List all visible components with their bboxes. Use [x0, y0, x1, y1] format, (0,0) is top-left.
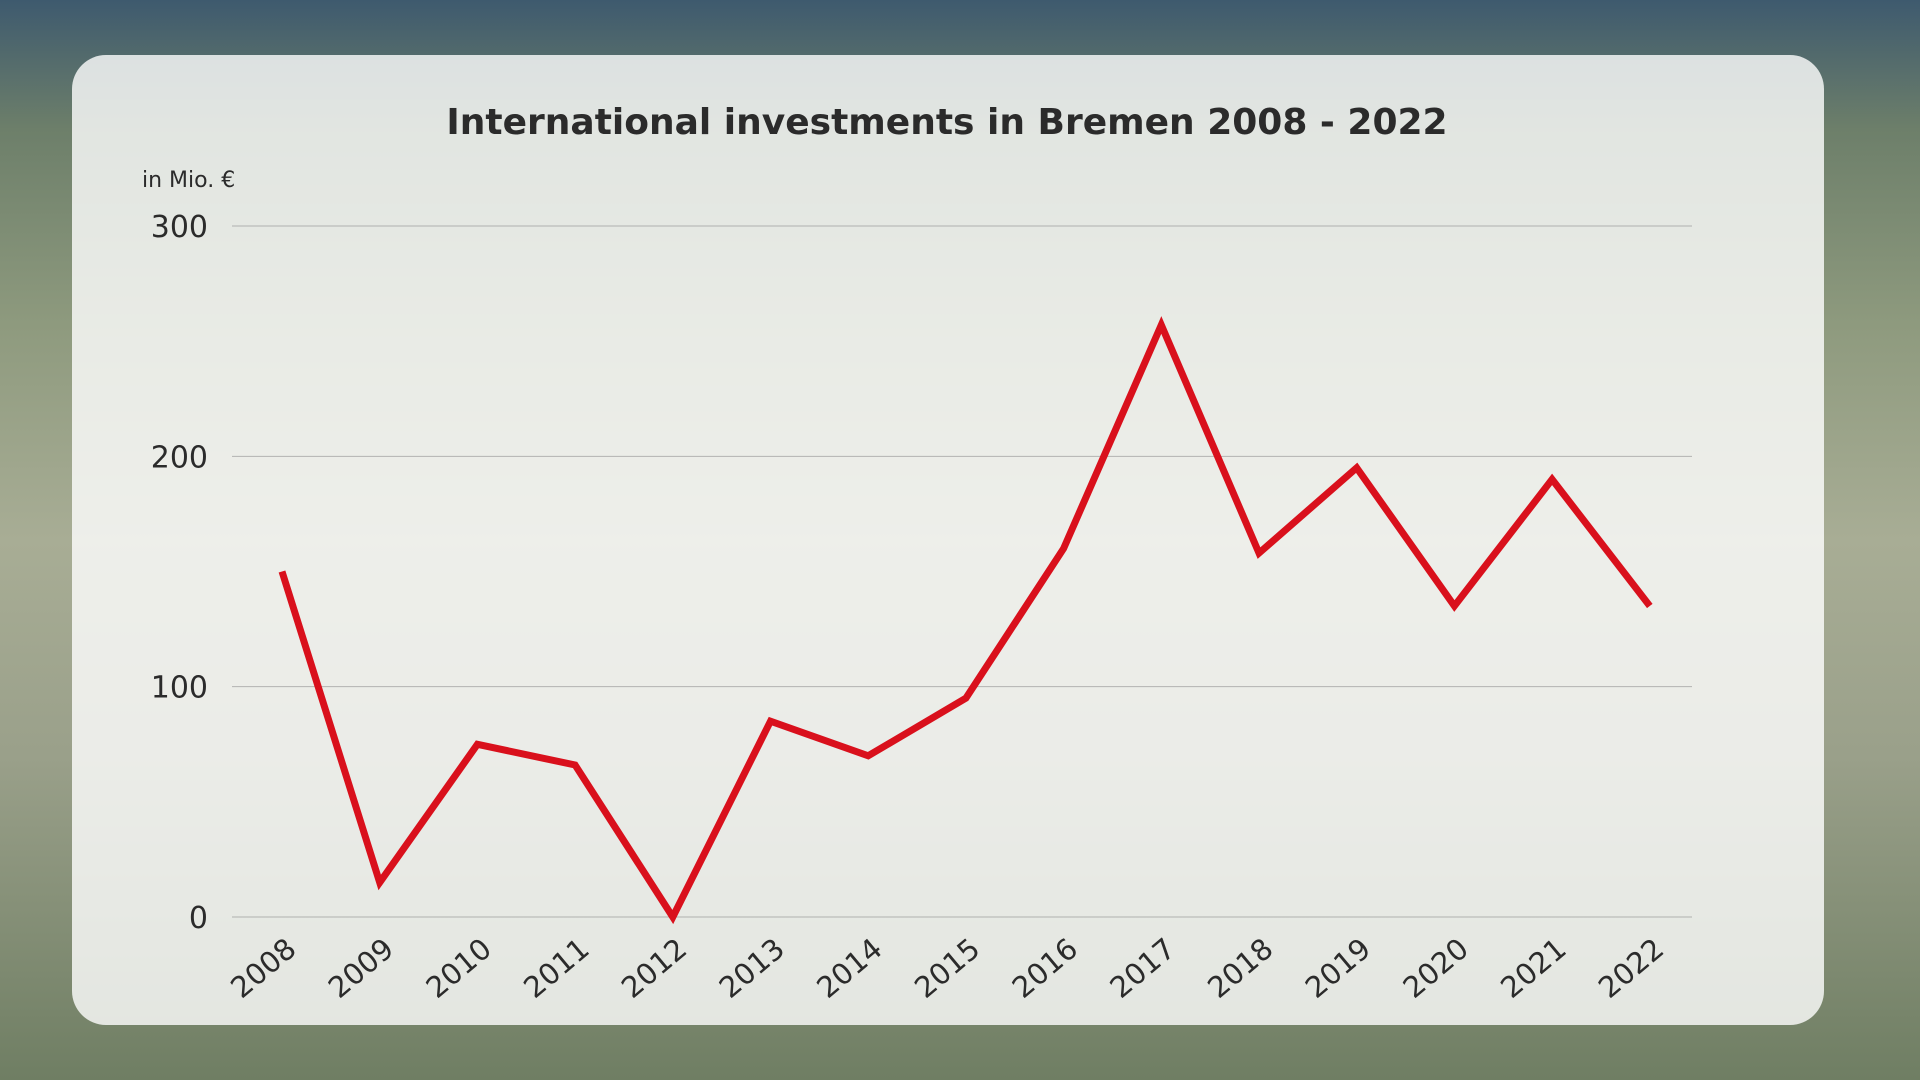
x-tick-label: 2010	[420, 931, 498, 1004]
y-tick-label: 300	[151, 210, 208, 245]
y-tick-label: 100	[151, 671, 208, 706]
x-tick-label: 2015	[908, 931, 986, 1004]
y-tick-label: 200	[151, 440, 208, 475]
x-tick-label: 2011	[517, 931, 595, 1004]
x-tick-label: 2008	[224, 931, 302, 1004]
x-tick-label: 2019	[1299, 931, 1377, 1004]
x-tick-label: 2018	[1201, 931, 1279, 1004]
x-tick-label: 2014	[810, 931, 888, 1004]
x-axis-ticks: 2008 2009 2010 2011 2012 2013 2014 2015 2016 2017…	[224, 931, 1670, 1004]
x-tick-label: 2013	[713, 931, 791, 1004]
gridlines	[232, 225, 1692, 918]
y-axis-ticks: 0 100 200 300	[151, 210, 208, 936]
chart-card	[72, 55, 1824, 1025]
series-line	[278, 316, 1653, 925]
y-axis-unit-label: in Mio. €	[142, 168, 235, 193]
x-tick-label: 2016	[1006, 931, 1084, 1004]
x-tick-label: 2020	[1397, 931, 1475, 1004]
x-tick-label: 2012	[615, 931, 693, 1004]
x-tick-label: 2021	[1494, 931, 1572, 1004]
y-tick-label: 0	[189, 901, 208, 936]
x-tick-label: 2022	[1592, 931, 1670, 1004]
x-tick-label: 2009	[322, 931, 400, 1004]
x-tick-label: 2017	[1103, 931, 1181, 1004]
chart-title: International investments in Bremen 2008…	[446, 102, 1447, 143]
series-layer	[278, 316, 1653, 925]
